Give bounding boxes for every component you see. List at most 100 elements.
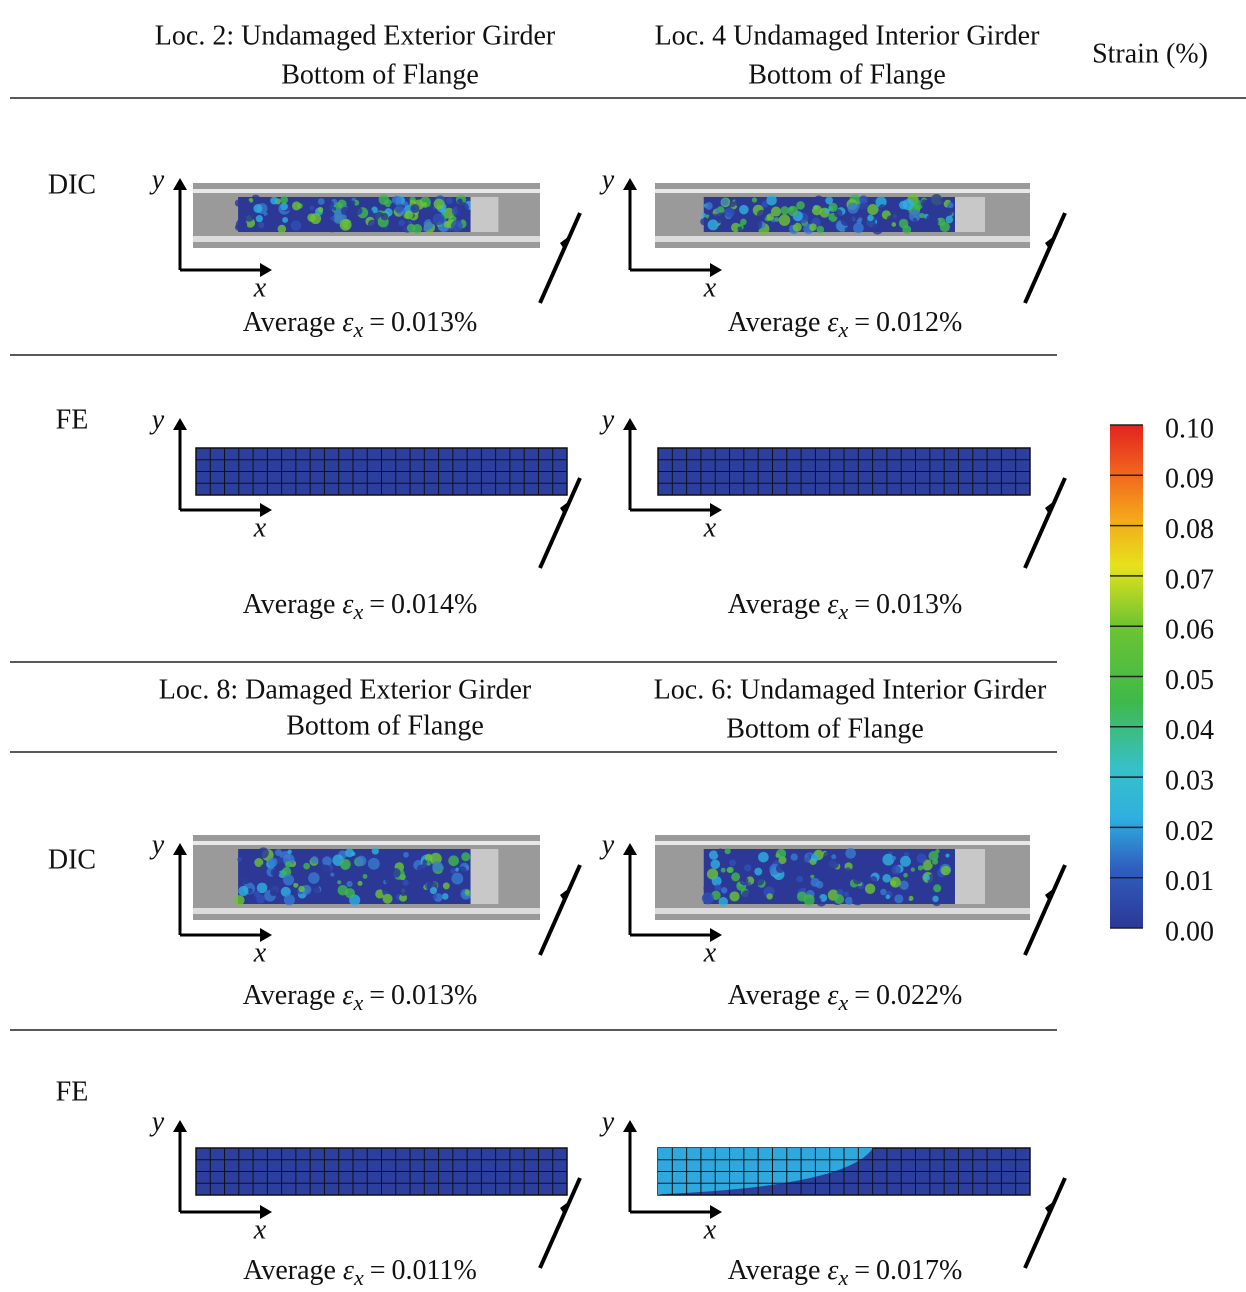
strain-speckle (939, 221, 950, 233)
strain-speckle (705, 214, 710, 219)
axis-label: y (149, 404, 165, 435)
strain-speckle (803, 857, 809, 863)
strain-speckle (310, 213, 322, 225)
strain-speckle (344, 888, 356, 899)
label-part: x (837, 1265, 848, 1290)
strain-speckle (371, 206, 378, 214)
label-part: Average (243, 589, 336, 620)
label-part: Average (728, 589, 821, 620)
strain-speckle (750, 218, 763, 231)
strain-speckle (337, 880, 342, 885)
arrow-head (710, 263, 722, 277)
strain-speckle (739, 204, 749, 215)
strain-speckle (281, 867, 292, 877)
strain-speckle (451, 872, 464, 885)
strain-speckle (749, 885, 761, 897)
orientation-icon (560, 889, 568, 901)
strain-speckle (274, 848, 283, 857)
strain-speckle (270, 884, 281, 896)
average-label: Average εx = 0.012% (728, 307, 963, 342)
strain-speckle (450, 220, 463, 232)
strain-speckle (340, 859, 351, 870)
strain-speckle (796, 891, 808, 902)
arrow-head (173, 418, 187, 430)
strain-speckle (847, 202, 859, 214)
strain-speckle (891, 865, 901, 875)
strain-speckle (941, 865, 951, 876)
strain-speckle (356, 855, 367, 867)
strain-speckle (423, 871, 429, 876)
colorbar-tick-label: 0.09 (1165, 464, 1214, 495)
label-part: = (854, 307, 870, 338)
label-part: x (352, 599, 363, 624)
orientation-icon (1023, 212, 1067, 304)
strain-speckle (792, 222, 802, 232)
colorbar-tick-label: 0.06 (1165, 615, 1214, 646)
colorbar-tick-label: 0.02 (1165, 816, 1214, 847)
strain-speckle (458, 866, 467, 875)
strain-speckle (945, 215, 954, 224)
column-title: Loc. 2: Undamaged Exterior Girder (155, 20, 556, 51)
strain-speckle (853, 222, 864, 234)
strain-speckle (885, 197, 895, 207)
unpainted-area (470, 849, 499, 904)
axis-label: x (703, 272, 717, 303)
strain-speckle (283, 894, 295, 906)
strain-speckle (241, 875, 251, 885)
strain-speckle (867, 214, 874, 222)
strain-speckle (283, 874, 295, 886)
strain-speckle (882, 853, 895, 866)
strain-speckle (399, 888, 408, 897)
arrow-head (260, 1205, 272, 1219)
axis-label: x (253, 937, 267, 968)
strain-speckle (816, 225, 825, 234)
strain-speckle (268, 857, 278, 868)
strain-speckle (889, 876, 901, 888)
strain-speckle (925, 214, 937, 226)
orientation-icon (1045, 502, 1053, 514)
strain-speckle (891, 855, 897, 861)
strain-speckle (933, 884, 942, 893)
strain-speckle (780, 206, 790, 215)
label-part: ε (342, 307, 353, 338)
colorbar-tick-label: 0.00 (1165, 916, 1214, 947)
strain-speckle (903, 894, 910, 901)
unpainted-area (470, 197, 499, 232)
strain-speckle (382, 893, 393, 904)
strain-speckle (298, 885, 305, 893)
strain-speckle (841, 215, 846, 220)
row-label: FE (56, 1076, 89, 1107)
strain-speckle (766, 195, 777, 206)
strain-speckle (270, 868, 279, 877)
label-part: 0.014% (391, 589, 477, 620)
strain-speckle (711, 876, 722, 887)
strain-speckle (322, 856, 332, 866)
strain-speckle (865, 859, 871, 865)
strain-speckle (399, 893, 408, 902)
colorbar-tick-label: 0.05 (1165, 665, 1214, 696)
strain-speckle (842, 884, 848, 890)
strain-speckle (814, 897, 822, 905)
strain-speckle (346, 880, 353, 888)
strain-speckle (280, 886, 291, 897)
strain-speckle (811, 205, 822, 216)
strain-speckle (243, 211, 255, 222)
strain-speckle (234, 895, 245, 906)
orientation-icon (1045, 237, 1053, 249)
separators (10, 97, 1246, 1031)
colorbar-title: Strain (%) (1092, 38, 1208, 69)
strain-speckle (878, 204, 886, 212)
strain-speckle (787, 205, 799, 217)
strain-speckle (932, 858, 939, 865)
strain-speckle (422, 208, 434, 219)
axis-label: x (703, 1214, 717, 1245)
strain-speckle (747, 213, 753, 218)
flange-edge (193, 908, 540, 914)
strain-speckle (390, 867, 401, 878)
strain-speckle (729, 859, 736, 867)
strain-speckle (256, 882, 268, 894)
label-part: = (369, 589, 385, 620)
strain-speckle (398, 219, 405, 227)
strain-speckle (714, 884, 722, 892)
strain-speckle (858, 217, 863, 222)
